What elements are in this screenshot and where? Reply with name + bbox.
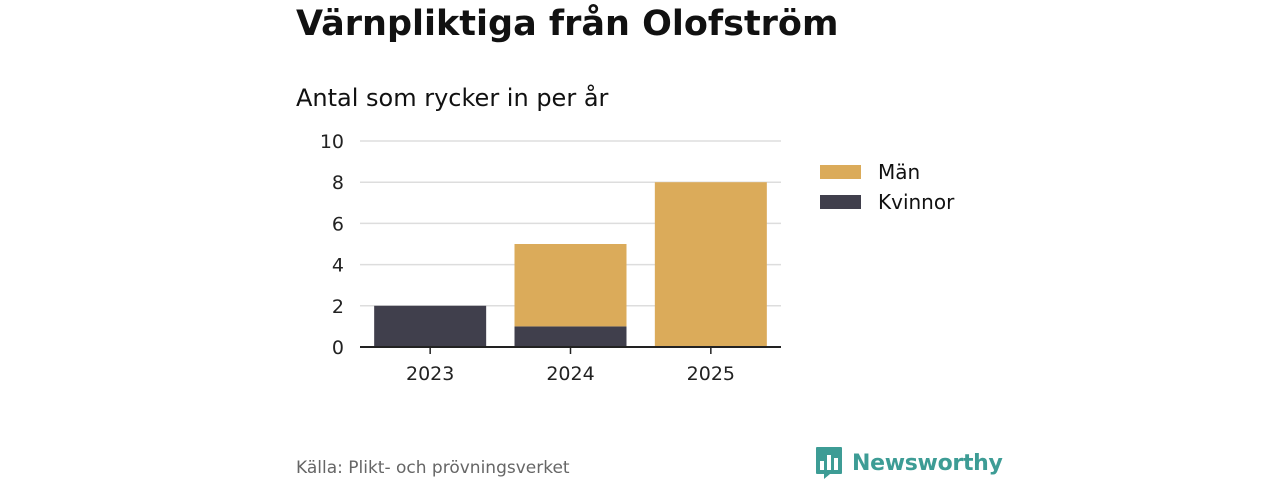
legend-label-kvinnor: Kvinnor [878,190,955,214]
axes: 0 2 4 6 8 10 2023 2024 2025 [320,131,781,385]
bar-män-2024 [514,244,627,327]
x-tick-label: 2025 [687,363,735,385]
x-tick-label: 2023 [406,363,454,385]
bar-kvinnor-2023 [374,305,487,347]
y-tick-label: 2 [332,296,344,318]
chart-subtitle: Antal som rycker in per år [296,84,609,112]
y-tick-label: 4 [332,255,344,277]
chart-title: Värnpliktiga från Olofström [296,4,839,44]
brand-logo: Newsworthy [815,446,1003,480]
bar-män-2025 [654,182,767,347]
brand-name: Newsworthy [852,450,1003,476]
legend-label-man: Män [878,160,921,184]
y-tick-label: 8 [332,172,344,194]
legend-swatch-man [820,165,861,179]
y-tick-label: 0 [332,337,344,359]
source-note: Källa: Plikt- och prövningsverket [296,458,570,478]
bars [374,182,767,347]
bar-chart-speech-bubble-icon [816,447,842,479]
x-tick-label: 2024 [546,363,594,385]
y-tick-label: 6 [332,213,344,235]
legend-item-man: Män [820,157,954,187]
legend-swatch-kvinnor [820,195,861,209]
legend-item-kvinnor: Kvinnor [820,187,954,217]
y-tick-label: 10 [320,131,344,153]
bar-kvinnor-2024 [514,326,627,347]
legend: Män Kvinnor [820,157,954,217]
